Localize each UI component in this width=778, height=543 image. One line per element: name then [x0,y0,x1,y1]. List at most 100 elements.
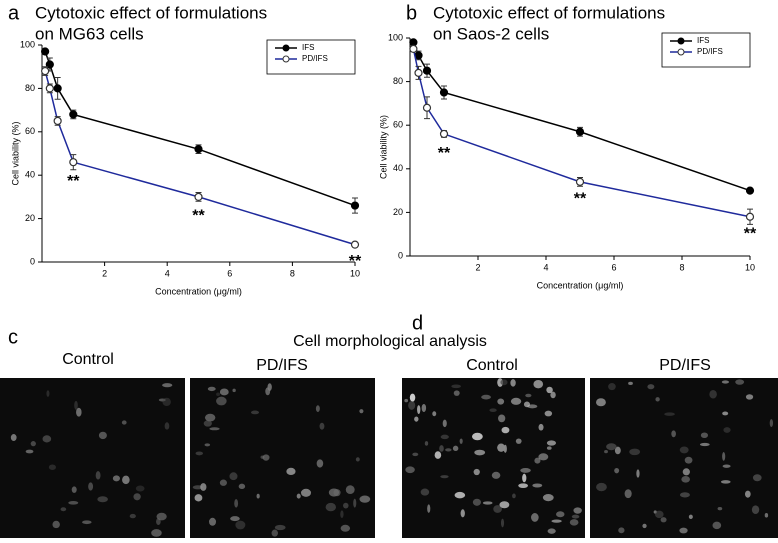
cell [234,499,239,508]
data-point [69,110,78,119]
cell [229,472,238,481]
cell [355,457,360,462]
cell [679,527,688,534]
legend-label: IFS [697,36,709,45]
cell [432,411,437,417]
cell [216,396,227,406]
cell [556,511,565,518]
x-axis-label: Concentration (μg/ml) [155,286,242,296]
data-point [575,177,585,186]
data-point [439,129,449,139]
cell [518,483,528,488]
cell [522,473,527,483]
cell [442,419,447,428]
cell [129,513,136,519]
cell [608,383,616,391]
cell [500,518,505,528]
cell [250,410,260,415]
cell [614,467,620,474]
cell [42,435,52,443]
cell [717,507,723,511]
cell [219,479,227,486]
image-label: PD/IFS [256,357,308,374]
cell [340,510,344,518]
cell [533,379,544,389]
cell [424,441,429,446]
cell [493,505,502,513]
data-point [745,186,755,195]
cell [340,524,351,532]
cell [604,450,608,454]
cell [534,457,541,464]
micrograph [190,378,375,538]
data-point [53,84,62,93]
cell [209,517,217,526]
cell [550,391,556,399]
x-tick-label: 8 [679,262,684,272]
cell [679,492,690,498]
cell [194,494,203,502]
cell [722,452,726,461]
cell [532,483,543,488]
annotation: ** [349,253,362,270]
cell [684,456,693,464]
y-tick-label: 80 [25,83,35,93]
cell [10,434,17,442]
cell [538,423,544,431]
x-tick-label: 6 [611,262,616,272]
cell [135,485,145,492]
legend-marker [282,44,290,52]
cell [722,464,731,468]
y-tick-label: 20 [25,213,35,223]
legend-box [661,32,751,68]
cell [510,397,522,405]
cell [459,438,463,444]
cell [752,474,762,482]
cell [121,420,127,425]
cell [238,483,246,490]
cell [68,500,79,505]
cell [262,454,270,461]
cell [200,483,207,491]
x-axis-label: Concentration (μg/ml) [537,280,624,290]
cell [216,392,220,396]
cell [359,409,364,414]
x-tick-label: 2 [102,268,107,278]
cell [745,490,751,498]
cell [735,379,745,385]
cell [95,471,101,480]
cell [359,495,371,503]
cell [319,422,325,430]
cell [60,507,67,512]
cell [764,512,769,518]
data-point [422,66,432,75]
cell [614,446,621,455]
cell [345,485,355,495]
cell [647,384,655,390]
annotation: ** [192,208,205,225]
cell [427,504,431,513]
cell [538,453,549,461]
cell [655,397,660,402]
cell [454,491,466,499]
cell [497,443,506,452]
cell [482,501,493,505]
data-point [409,44,418,54]
cell [232,388,236,393]
image-label: PD/IFS [659,357,711,374]
legend-label: IFS [302,43,314,52]
cell [499,501,510,509]
cell [440,434,449,440]
cell [409,393,416,402]
cell [204,443,211,447]
cell [230,516,240,522]
y-tick-label: 20 [393,207,403,217]
cell [596,398,606,407]
cell [546,440,557,446]
y-tick-label: 0 [30,256,35,266]
cell [156,518,161,526]
cell [745,394,754,400]
cell [286,467,296,476]
cell [471,432,483,441]
